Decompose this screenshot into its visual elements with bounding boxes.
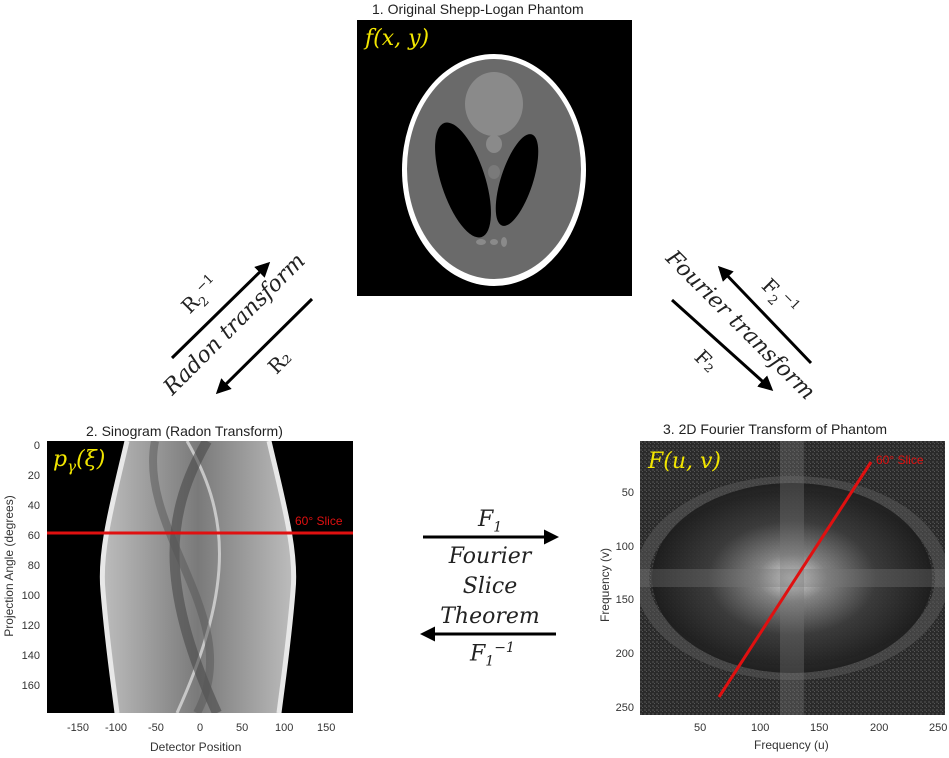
slice-inverse-sup: −1	[494, 640, 515, 656]
sinogram-ytick: 80	[27, 560, 40, 572]
slice-caption-line: Slice	[462, 574, 518, 599]
radon-caption: Radon transform	[158, 248, 311, 401]
sinogram-slice-label: 60° Slice	[295, 514, 343, 528]
radon-forward-label: R₂	[262, 345, 297, 379]
sinogram-yticks: 0 20 40 60 80 100 120 140 160	[14, 440, 44, 713]
sinogram-xtick: 0	[197, 722, 204, 734]
sinogram-xtick: 150	[317, 722, 336, 734]
slice-inverse-base: F	[470, 641, 486, 667]
fourier-ytick: 150	[615, 594, 634, 606]
slice-caption: Fourier Slice Theorem	[420, 542, 560, 632]
sinogram-edge-right	[266, 441, 297, 713]
slice-forward-base: F	[478, 507, 494, 532]
sinogram-ytick: 100	[21, 590, 40, 602]
sinogram-ytick: 0	[33, 440, 40, 452]
slice-inverse-sub: 1	[485, 653, 495, 670]
phantom-title: 1. Original Shepp-Logan Phantom	[372, 1, 584, 17]
fourier-yticks: 50 100 150 200 250	[608, 441, 638, 715]
fourier-horizontal-streak	[640, 569, 945, 587]
sinogram-band	[102, 441, 294, 713]
phantom-top-blob	[465, 72, 523, 136]
fourier-xtick: 100	[751, 722, 770, 734]
phantom-bottom-dot-2	[490, 239, 498, 245]
phantom-image: f(x, y)	[357, 20, 632, 296]
fourier2d-caption: Fourier transform	[660, 245, 820, 406]
slice-inverse-label: F1−1	[470, 640, 515, 670]
fourier2d-inverse-sup: −1	[778, 289, 803, 314]
sinogram-edge-left	[99, 441, 130, 713]
phantom-bottom-dot-1	[476, 239, 486, 245]
phantom-svg	[402, 54, 586, 286]
slice-caption-line: Fourier	[448, 544, 532, 569]
radon-inverse-sup: −1	[193, 271, 218, 296]
sinogram-image: pγ(ξ) 60° Slice	[47, 441, 353, 713]
sinogram-ytick: 140	[21, 650, 40, 662]
fourier-slice-line	[717, 461, 873, 698]
fourier-xtick: 250	[929, 722, 948, 734]
sinogram-xtick: 100	[275, 722, 294, 734]
phantom-math-label: f(x, y)	[365, 26, 430, 51]
fourier-svg	[640, 441, 945, 715]
sinogram-xtick: -50	[148, 722, 164, 734]
sinogram-xtick: -150	[67, 722, 90, 734]
fourier-xticks: 50 100 150 200 250	[640, 722, 948, 738]
sinogram-ytick: 60	[27, 530, 40, 542]
sinogram-xtick: 50	[236, 722, 249, 734]
slice-forward-sub: 1	[493, 519, 503, 536]
fourier2d-forward-label: F₂	[689, 344, 723, 378]
sinogram-xticks: -150 -100 -50 0 50 100 150	[47, 722, 353, 738]
sinogram-xtick: -100	[105, 722, 128, 734]
fourier-xlabel: Frequency (u)	[754, 738, 829, 752]
phantom-small-blob	[488, 165, 500, 179]
fourier-image: F(u, v) 60° Slice	[640, 441, 945, 715]
sinogram-math-base: p	[53, 447, 68, 472]
phantom-mid-blob	[486, 135, 502, 153]
fourier-center-glow	[652, 483, 932, 673]
sinogram-xlabel: Detector Position	[150, 740, 242, 754]
sinogram-ytick: 120	[21, 620, 40, 632]
fourier-xtick: 200	[870, 722, 889, 734]
slice-caption-line: Theorem	[440, 604, 540, 629]
sinogram-math-sub: γ	[67, 457, 77, 476]
fourier-slice-label: 60° Slice	[876, 453, 924, 467]
fourier-vertical-streak	[780, 441, 804, 715]
sinogram-ytick: 160	[21, 680, 40, 692]
sinogram-math-label: pγ(ξ)	[53, 447, 105, 475]
fourier-ytick: 100	[615, 541, 634, 553]
fourier-xtick: 150	[810, 722, 829, 734]
fourier2d-inverse-label: F2−1	[754, 273, 803, 322]
phantom-ventricle-left	[435, 122, 491, 238]
sinogram-trace-3	[149, 441, 214, 713]
phantom-ventricle-right	[495, 134, 539, 226]
fourier-math-label: F(u, v)	[648, 449, 722, 474]
fourier-ytick: 250	[615, 702, 634, 714]
fourier-title: 3. 2D Fourier Transform of Phantom	[663, 421, 888, 437]
fourier-ytick: 50	[621, 487, 634, 499]
fourier-ytick: 200	[615, 648, 634, 660]
sinogram-ytick: 40	[27, 500, 40, 512]
radon-inverse-label: R2−1	[176, 271, 226, 321]
slice-forward-label: F1	[478, 507, 502, 535]
sinogram-svg	[47, 441, 353, 713]
sinogram-math-arg: (ξ)	[76, 447, 106, 472]
phantom-bottom-dot-3	[501, 237, 507, 247]
sinogram-title: 2. Sinogram (Radon Transform)	[86, 423, 283, 439]
sinogram-ytick: 20	[27, 470, 40, 482]
fourier-xtick: 50	[694, 722, 707, 734]
